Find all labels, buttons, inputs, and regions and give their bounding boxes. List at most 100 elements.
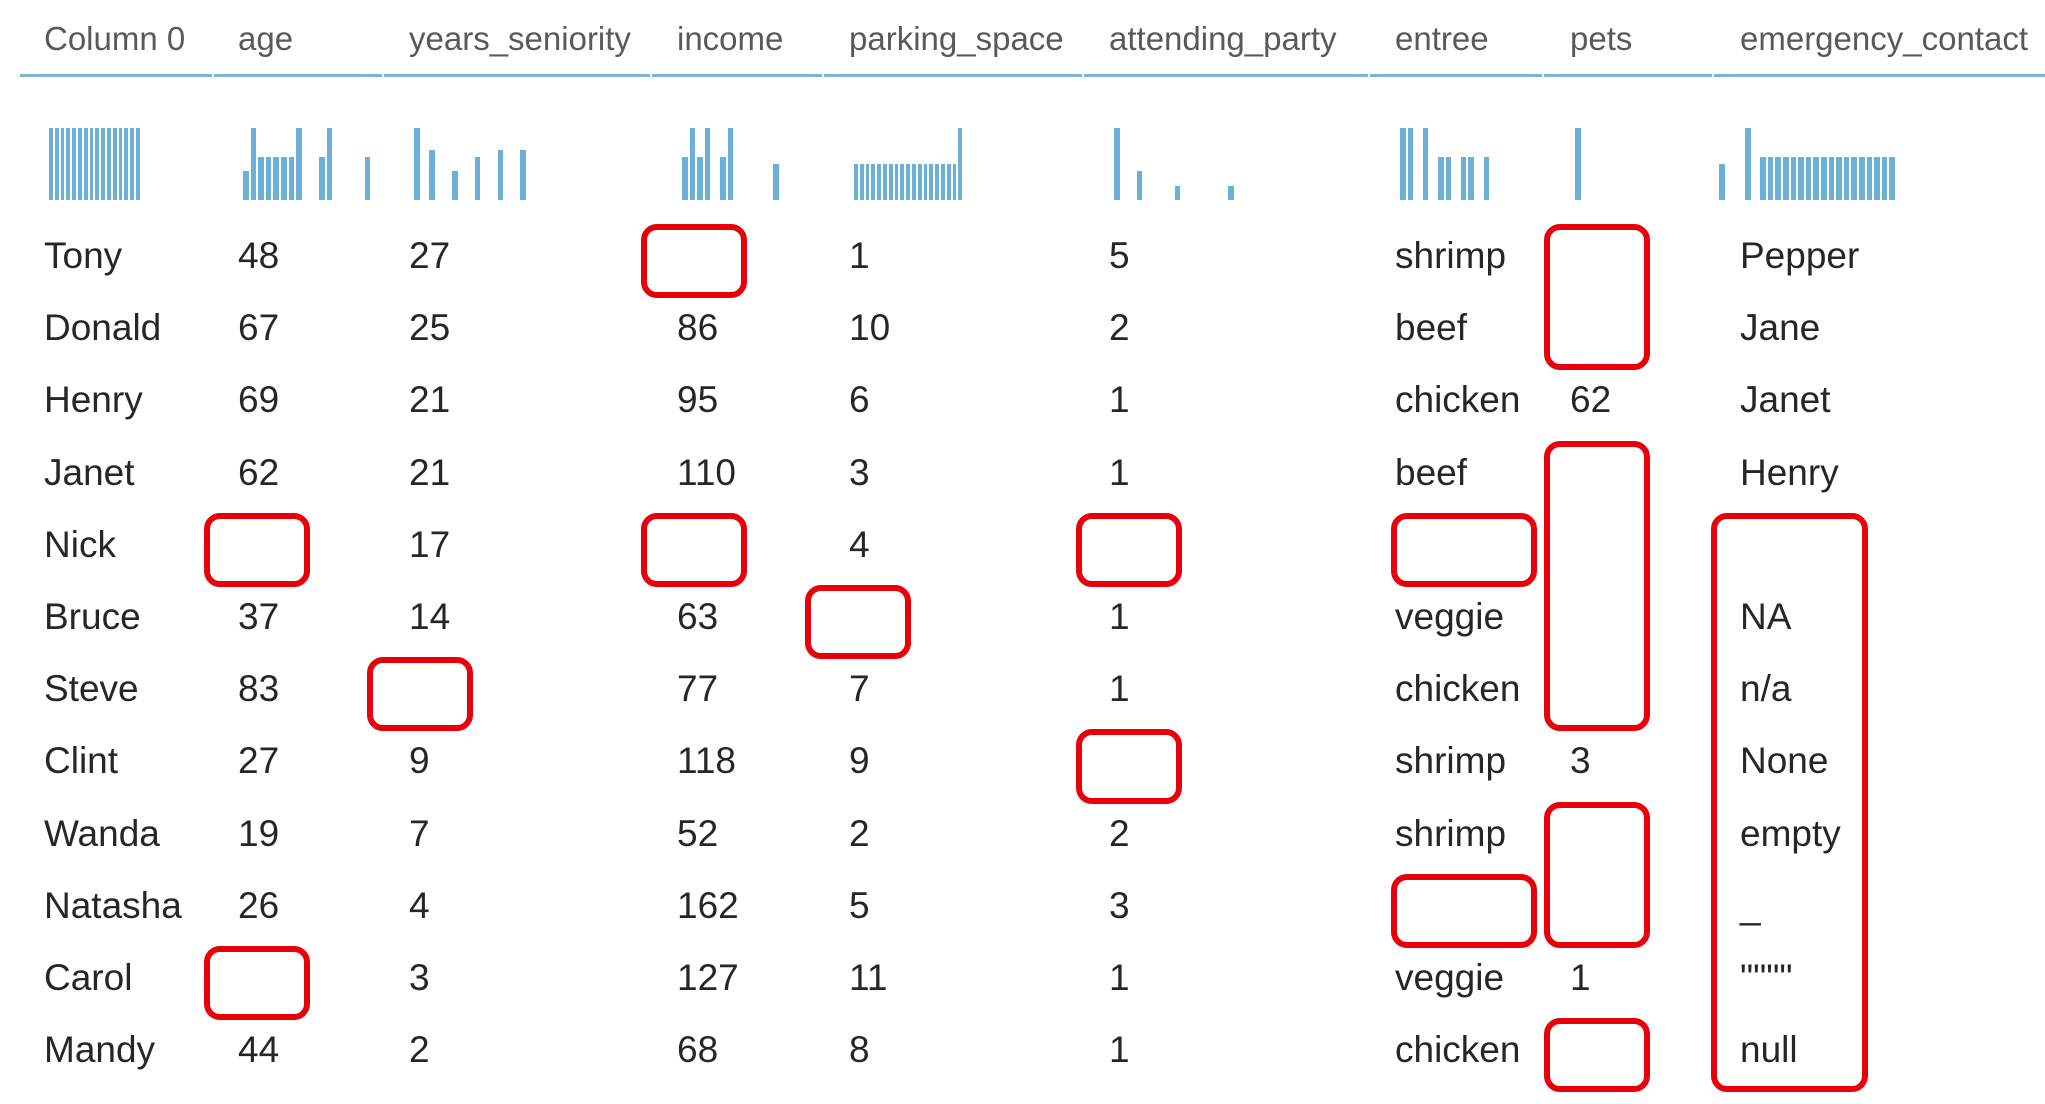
cell-years-seniority[interactable]: 21 <box>409 451 451 493</box>
cell-entree[interactable]: chicken <box>1395 379 1521 421</box>
cell-name[interactable]: Steve <box>44 668 139 710</box>
cell-entree[interactable]: veggie <box>1395 957 1505 998</box>
cell-years-seniority[interactable]: 21 <box>409 379 451 421</box>
cell-attending-party[interactable]: 2 <box>1109 307 1130 349</box>
cell-emergency-contact[interactable]: NA <box>1740 596 1792 637</box>
cell-pets[interactable]: 62 <box>1570 379 1612 421</box>
cell-age[interactable]: 69 <box>238 379 280 421</box>
histogram-bar <box>1775 156 1781 200</box>
cell-emergency-contact[interactable]: null <box>1740 1029 1798 1071</box>
column-header-income[interactable]: income <box>677 20 784 57</box>
cell-parking-space[interactable]: 4 <box>849 523 870 565</box>
cell-entree[interactable]: veggie <box>1395 596 1505 637</box>
cell-years-seniority[interactable]: 4 <box>409 884 430 926</box>
cell-entree[interactable]: beef <box>1395 307 1468 349</box>
cell-income[interactable]: 110 <box>677 451 736 493</box>
cell-name[interactable]: Tony <box>44 235 123 276</box>
cell-parking-space[interactable]: 10 <box>849 307 891 349</box>
cell-years-seniority[interactable]: 9 <box>409 740 430 782</box>
cell-parking-space[interactable]: 6 <box>849 379 870 421</box>
cell-attending-party[interactable]: 1 <box>1109 668 1130 710</box>
cell-emergency-contact[interactable]: """" <box>1740 957 1793 998</box>
cell-name[interactable]: Carol <box>44 957 133 998</box>
cell-parking-space[interactable]: 5 <box>849 884 870 926</box>
cell-emergency-contact[interactable]: empty <box>1740 812 1841 854</box>
cell-years-seniority[interactable]: 7 <box>409 812 430 854</box>
column-header-age[interactable]: age <box>238 20 294 57</box>
cell-income[interactable]: 52 <box>677 812 719 854</box>
cell-entree[interactable]: chicken <box>1395 668 1521 710</box>
cell-age[interactable]: 26 <box>238 884 280 926</box>
cell-name[interactable]: Natasha <box>44 884 182 926</box>
cell-emergency-contact[interactable]: Jane <box>1740 307 1821 349</box>
cell-emergency-contact[interactable]: Henry <box>1740 451 1839 493</box>
column-header-emergency-contact[interactable]: emergency_contact <box>1740 20 2028 57</box>
histogram-bar <box>429 149 435 200</box>
cell-age[interactable]: 67 <box>238 307 280 349</box>
cell-attending-party[interactable]: 1 <box>1109 1029 1130 1071</box>
cell-years-seniority[interactable]: 14 <box>409 596 451 637</box>
cell-age[interactable]: 83 <box>238 668 280 710</box>
cell-income[interactable]: 162 <box>677 884 739 926</box>
cell-entree[interactable]: beef <box>1395 451 1468 493</box>
cell-income[interactable]: 77 <box>677 668 719 710</box>
cell-attending-party[interactable]: 1 <box>1109 596 1130 637</box>
cell-name[interactable]: Mandy <box>44 1029 156 1071</box>
cell-pets[interactable]: 1 <box>1570 957 1591 998</box>
cell-entree[interactable]: shrimp <box>1395 812 1507 854</box>
cell-age[interactable]: 48 <box>238 235 280 276</box>
cell-parking-space[interactable]: 8 <box>849 1029 870 1071</box>
column-header-years-seniority[interactable]: years_seniority <box>409 20 631 57</box>
cell-years-seniority[interactable]: 2 <box>409 1029 430 1071</box>
cell-parking-space[interactable]: 7 <box>849 668 870 710</box>
column-header-pets[interactable]: pets <box>1570 20 1633 57</box>
column-header-entree[interactable]: entree <box>1395 20 1489 57</box>
cell-attending-party[interactable]: 2 <box>1109 812 1130 854</box>
cell-name[interactable]: Clint <box>44 740 119 782</box>
cell-attending-party[interactable]: 3 <box>1109 884 1130 926</box>
cell-income[interactable]: 86 <box>677 307 719 349</box>
cell-income[interactable]: 95 <box>677 379 719 421</box>
cell-attending-party[interactable]: 5 <box>1109 235 1130 276</box>
cell-age[interactable]: 62 <box>238 451 280 493</box>
cell-parking-space[interactable]: 1 <box>849 235 870 276</box>
cell-years-seniority[interactable]: 27 <box>409 235 451 276</box>
cell-age[interactable]: 37 <box>238 596 280 637</box>
cell-parking-space[interactable]: 3 <box>849 451 870 493</box>
cell-income[interactable]: 68 <box>677 1029 719 1071</box>
cell-name[interactable]: Janet <box>44 451 135 493</box>
cell-emergency-contact[interactable]: Janet <box>1740 379 1831 421</box>
cell-pets[interactable]: 3 <box>1570 740 1591 782</box>
cell-parking-space[interactable]: 11 <box>849 957 888 998</box>
cell-name[interactable]: Bruce <box>44 596 141 637</box>
cell-emergency-contact[interactable]: Pepper <box>1740 235 1860 276</box>
cell-parking-space[interactable]: 9 <box>849 740 870 782</box>
cell-age[interactable]: 19 <box>238 812 280 854</box>
cell-age[interactable]: 44 <box>238 1029 280 1071</box>
cell-name[interactable]: Henry <box>44 379 143 421</box>
header-rule <box>1714 74 2045 77</box>
cell-attending-party[interactable]: 1 <box>1109 957 1130 998</box>
cell-entree[interactable]: shrimp <box>1395 740 1507 782</box>
column-header-parking-space[interactable]: parking_space <box>849 20 1064 57</box>
cell-name[interactable]: Donald <box>44 307 162 349</box>
cell-entree[interactable]: shrimp <box>1395 235 1507 276</box>
cell-emergency-contact[interactable]: _ <box>1740 884 1761 926</box>
cell-years-seniority[interactable]: 3 <box>409 957 430 998</box>
column-header-attending-party[interactable]: attending_party <box>1109 20 1337 57</box>
cell-attending-party[interactable]: 1 <box>1109 451 1130 493</box>
cell-years-seniority[interactable]: 25 <box>409 307 451 349</box>
cell-years-seniority[interactable]: 17 <box>409 523 451 565</box>
cell-age[interactable]: 27 <box>238 740 280 782</box>
cell-entree[interactable]: chicken <box>1395 1029 1521 1071</box>
cell-emergency-contact[interactable]: None <box>1740 740 1829 782</box>
cell-parking-space[interactable]: 2 <box>849 812 870 854</box>
column-header-name[interactable]: Column 0 <box>44 20 186 57</box>
cell-name[interactable]: Wanda <box>44 812 160 854</box>
cell-attending-party[interactable]: 1 <box>1109 379 1130 421</box>
cell-emergency-contact[interactable]: n/a <box>1740 668 1792 710</box>
cell-income[interactable]: 118 <box>677 740 736 782</box>
cell-income[interactable]: 127 <box>677 957 739 998</box>
cell-name[interactable]: Nick <box>44 523 116 565</box>
cell-income[interactable]: 63 <box>677 596 719 637</box>
